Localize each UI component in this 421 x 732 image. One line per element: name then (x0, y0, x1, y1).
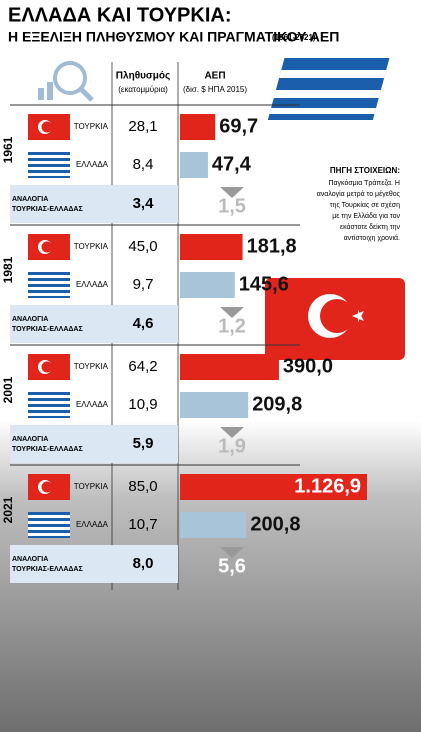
ratio-chevron (220, 187, 244, 198)
flag-stripe (28, 527, 70, 530)
gdp-value: 1.126,9 (294, 475, 361, 497)
ratio-label: ΑΝΑΛΟΓΙΑ (12, 316, 48, 323)
ratio-band (10, 425, 178, 463)
gdp-value: 390,0 (283, 355, 333, 377)
population-value: 10,7 (128, 516, 157, 533)
flag-crescent (41, 121, 53, 133)
gdp-value: 209,8 (252, 393, 302, 415)
gdp-bar (180, 512, 247, 538)
flag-stripe (28, 155, 70, 158)
turkish-puzzle (265, 278, 405, 360)
column-unit: (εκατομμύρια) (118, 85, 168, 94)
gdp-bar (180, 272, 235, 298)
gdp-value: 69,7 (219, 115, 258, 137)
column-header: Πληθυσμός (116, 71, 170, 82)
flag-stripe (28, 407, 70, 410)
country-label: ΕΛΛΑΔΑ (76, 160, 109, 169)
year: 2021 (1, 496, 15, 523)
ratio-label: ΑΝΑΛΟΓΙΑ (12, 556, 48, 563)
ratio-chevron (220, 307, 244, 318)
gdp-bar (180, 152, 208, 178)
ratio-gdp: 5,6 (218, 555, 246, 577)
country-label: ΕΛΛΑΔΑ (76, 520, 109, 529)
country-label: ΤΟΥΡΚΙΑ (74, 482, 109, 491)
flag-stripe (28, 401, 70, 404)
gdp-bar (180, 474, 367, 500)
gdp-value: 47,4 (212, 153, 252, 175)
subtitle-years: (1961-2021) (272, 33, 316, 42)
ratio-gdp: 1,5 (218, 195, 246, 217)
flag-stripe (28, 173, 70, 176)
year: 1961 (1, 136, 15, 163)
population-value: 85,0 (128, 478, 157, 495)
flag-crescent (41, 481, 53, 493)
flag-stripe (28, 275, 70, 278)
flag-stripe (28, 161, 70, 164)
population-value: 64,2 (128, 358, 157, 375)
flag-stripe (28, 533, 70, 536)
flag-stripe (28, 413, 70, 416)
greek-puzzle (267, 58, 390, 120)
population-value: 45,0 (128, 238, 157, 255)
subtitle: Η ΕΞΕΛΙΞΗ ΠΛΗΘΥΣΜΟΥ ΚΑΙ ΠΡΑΓΜΑΤΙΚΟΥ ΑΕΠ (8, 29, 339, 45)
gdp-bar (180, 354, 279, 380)
ratio-label: ΤΟΥΡΚΙΑΣ-ΕΛΛΑΔΑΣ (12, 206, 83, 213)
gdp-value: 145,6 (239, 273, 289, 295)
ratio-population: 5,9 (133, 435, 154, 452)
gdp-bar (180, 114, 216, 140)
country-label: ΤΟΥΡΚΙΑ (74, 242, 109, 251)
ratio-band (10, 545, 178, 583)
flag-stripe (28, 293, 70, 296)
source-text: αναλογία μετρά το μέγεθος (317, 190, 401, 198)
population-value: 8,4 (133, 156, 154, 173)
column-unit: (δισ. $ ΗΠΑ 2015) (183, 85, 247, 94)
title: ΕΛΛΑΔΑ ΚΑΙ ΤΟΥΡΚΙΑ: (8, 4, 231, 26)
ratio-gdp: 1,2 (218, 315, 246, 337)
population-value: 9,7 (133, 276, 154, 293)
flag-stripe (28, 395, 70, 398)
flag-stripe (28, 167, 70, 170)
ratio-band (10, 305, 178, 343)
country-label: ΤΟΥΡΚΙΑ (74, 362, 109, 371)
flag-stripe (28, 515, 70, 518)
gdp-value: 181,8 (247, 235, 297, 257)
ratio-population: 3,4 (133, 195, 155, 212)
flag-stripe (28, 287, 70, 290)
population-value: 28,1 (128, 118, 157, 135)
ratio-label: ΑΝΑΛΟΓΙΑ (12, 436, 48, 443)
ratio-chevron (220, 547, 244, 558)
source-text: αντίστοιχη χρονιά. (344, 234, 400, 242)
source-title: ΠΗΓΗ ΣΤΟΙΧΕΙΩΝ: (330, 166, 400, 175)
ratio-label: ΑΝΑΛΟΓΙΑ (12, 196, 48, 203)
flag-stripe (28, 281, 70, 284)
ratio-population: 4,6 (133, 315, 154, 332)
ratio-gdp: 1,9 (218, 435, 246, 457)
year: 2001 (1, 376, 15, 403)
ratio-band (10, 185, 178, 223)
source-text: με την Ελλάδα για τον (332, 212, 400, 220)
flag-crescent (41, 241, 53, 253)
gdp-bar (180, 234, 243, 260)
ratio-chevron (220, 427, 244, 438)
flag-crescent (41, 361, 53, 373)
ratio-label: ΤΟΥΡΚΙΑΣ-ΕΛΛΑΔΑΣ (12, 566, 83, 573)
icon (38, 61, 94, 102)
source-text: της Τουρκίας σε σχέση (330, 201, 400, 209)
country-label: ΤΟΥΡΚΙΑ (74, 122, 109, 131)
column-header: ΑΕΠ (204, 71, 225, 82)
country-label: ΕΛΛΑΔΑ (76, 280, 109, 289)
ratio-population: 8,0 (133, 555, 154, 572)
ratio-label: ΤΟΥΡΚΙΑΣ-ΕΛΛΑΔΑΣ (12, 446, 83, 453)
source-text: εκάστοτε δείκτη την (340, 223, 401, 231)
gdp-value: 200,8 (250, 513, 300, 535)
ratio-label: ΤΟΥΡΚΙΑΣ-ΕΛΛΑΔΑΣ (12, 326, 83, 333)
flag-stripe (28, 521, 70, 524)
source-text: Παγκόσμια Τράπεζα. Η (328, 179, 400, 187)
year: 1981 (1, 256, 15, 283)
population-value: 10,9 (128, 396, 157, 413)
country-label: ΕΛΛΑΔΑ (76, 400, 109, 409)
gdp-bar (180, 392, 249, 418)
